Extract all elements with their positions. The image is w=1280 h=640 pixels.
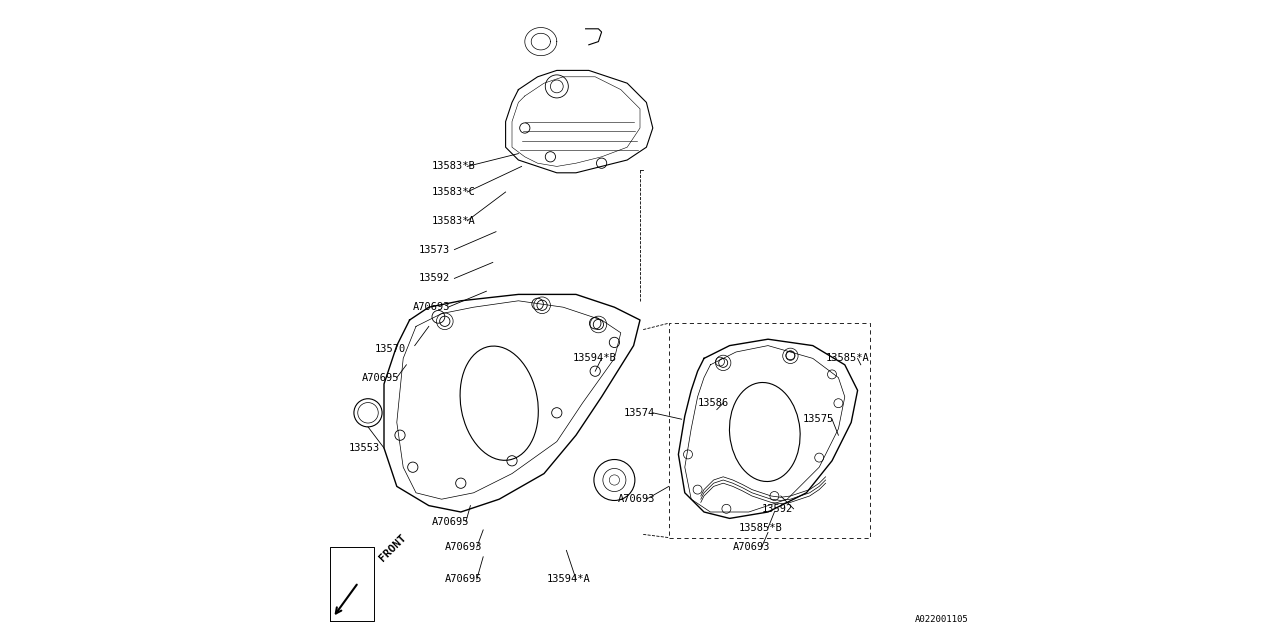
Text: A022001105: A022001105 [915, 615, 969, 624]
Text: 13573: 13573 [420, 244, 451, 255]
Text: 13583*A: 13583*A [433, 216, 476, 226]
Text: A70693: A70693 [618, 494, 655, 504]
Text: A70693: A70693 [412, 302, 451, 312]
Text: 13585*B: 13585*B [740, 523, 783, 533]
Text: A70695: A70695 [445, 574, 483, 584]
Text: 13583*C: 13583*C [433, 187, 476, 197]
Text: A70695: A70695 [362, 372, 399, 383]
Text: 13585*A: 13585*A [826, 353, 869, 364]
Text: A70693: A70693 [445, 542, 483, 552]
Text: 13575: 13575 [804, 414, 835, 424]
Text: 13594*B: 13594*B [573, 353, 617, 364]
Text: 13570: 13570 [374, 344, 406, 354]
Text: 13586: 13586 [698, 398, 728, 408]
Text: 13574: 13574 [625, 408, 655, 418]
Text: 13553: 13553 [348, 443, 380, 453]
Text: 13583*B: 13583*B [433, 161, 476, 172]
Text: A70695: A70695 [433, 516, 470, 527]
Text: 13594*A: 13594*A [548, 574, 591, 584]
Text: 13592: 13592 [420, 273, 451, 284]
Text: 13592: 13592 [762, 504, 792, 514]
Text: A70693: A70693 [732, 542, 771, 552]
Text: FRONT: FRONT [378, 532, 408, 563]
